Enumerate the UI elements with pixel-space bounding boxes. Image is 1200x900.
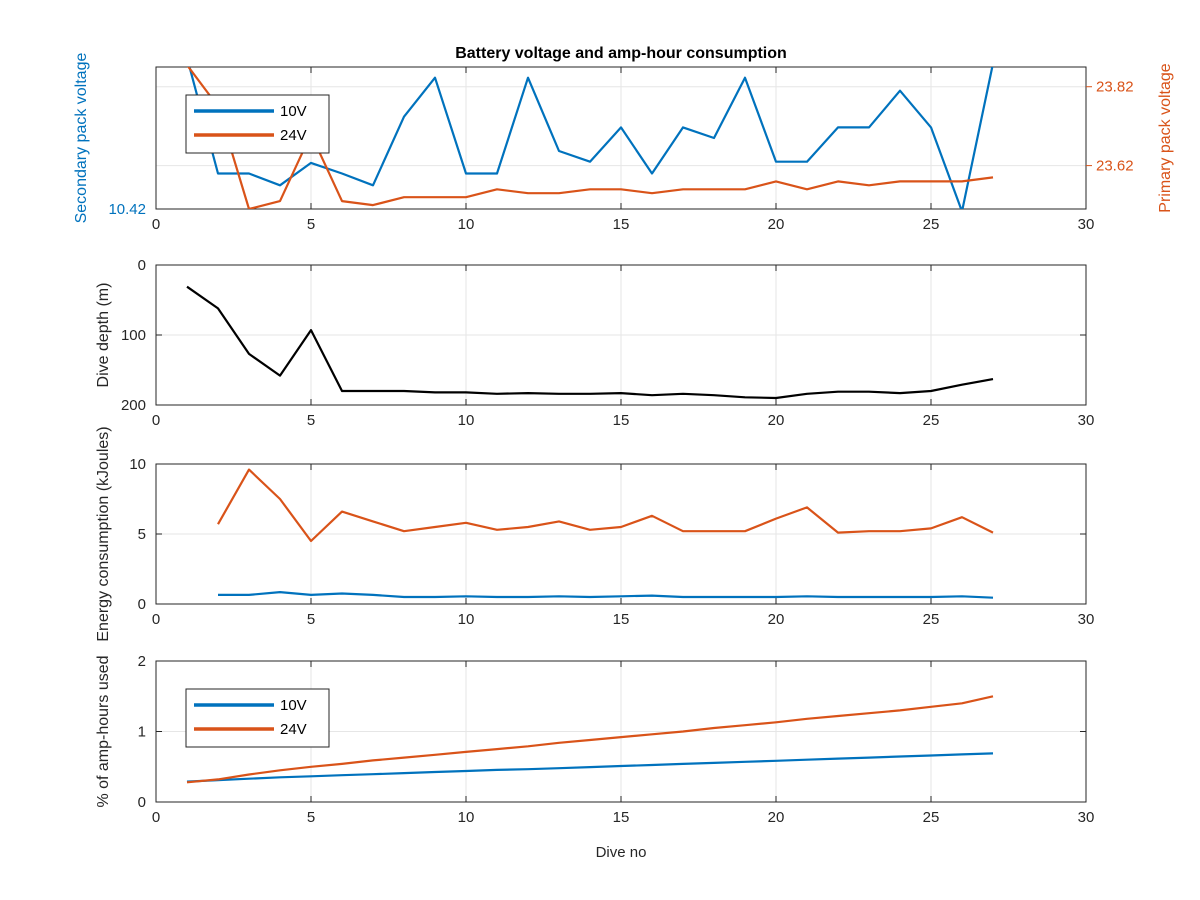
x-tick-label: 5 [307, 216, 315, 233]
x-tick-label: 30 [1078, 412, 1095, 429]
x-tick-label: 15 [613, 809, 630, 826]
legend-label-10v: 10V [280, 103, 307, 120]
plot-area [217, 468, 994, 599]
legend-label-10v: 10V [280, 697, 307, 714]
x-tick-label: 15 [613, 216, 630, 233]
y-axis-label: Energy consumption (kJoules) [95, 426, 112, 641]
series-line-1 [217, 468, 994, 543]
y-axis-label: % of amp-hours used [95, 655, 112, 807]
x-tick-label: 5 [307, 809, 315, 826]
y-tick-label: 5 [138, 526, 146, 543]
plot-area [186, 695, 994, 784]
y-tick-label: 1 [138, 724, 146, 741]
y-tick-label: 0 [138, 596, 146, 613]
x-tick-label: 5 [307, 412, 315, 429]
x-tick-label: 25 [923, 412, 940, 429]
chart-panel-4: 0 5 10 15 20 25 30 0 1 2 % of amp-hours used Dive n… [95, 653, 1094, 861]
grid-lines [156, 67, 1086, 209]
legend-box [185, 94, 330, 154]
y-tick-label: 0 [138, 794, 146, 811]
series-line-2 [218, 590, 994, 599]
series-line-1 [186, 285, 994, 400]
y-tick-label: 100 [121, 327, 146, 344]
x-tick-label: 0 [152, 809, 160, 826]
x-tick-label: 10 [458, 216, 475, 233]
x-axis-label: Dive no [596, 844, 647, 861]
x-tick-label: 25 [923, 809, 940, 826]
x-tick-label: 20 [768, 611, 785, 628]
x-tick-label: 10 [458, 611, 475, 628]
series-line-24v [187, 67, 994, 209]
series-line-10v [186, 752, 994, 783]
x-tick-label: 25 [923, 216, 940, 233]
x-tick-label: 25 [923, 611, 940, 628]
y-right-tick-label: 23.82 [1096, 79, 1134, 96]
y-axis-label: Dive depth (m) [95, 283, 112, 388]
y-tick-label: 10.42 [108, 201, 146, 218]
x-tick-label: 10 [458, 809, 475, 826]
legend-box [185, 688, 330, 748]
grid-lines [156, 464, 1086, 604]
x-tick-label: 15 [613, 412, 630, 429]
y-tick-label: 200 [121, 397, 146, 414]
x-tick-label: 20 [768, 412, 785, 429]
x-tick-label: 30 [1078, 216, 1095, 233]
x-tick-label: 20 [768, 809, 785, 826]
y-tick-label: 10 [129, 456, 146, 473]
chart-panel-2: 0 5 10 15 20 25 30 0 100 200 Dive depth (m) [95, 257, 1094, 429]
x-tick-label: 15 [613, 611, 630, 628]
legend-label-24v: 24V [280, 721, 307, 738]
y-tick-label: 2 [138, 653, 146, 670]
chart-panel-1: 0 5 10 15 20 25 30 10.42 23.62 23.82 Battery volta… [73, 45, 1174, 233]
plot-area [186, 285, 994, 400]
x-tick-label: 10 [458, 412, 475, 429]
x-tick-label: 0 [152, 611, 160, 628]
x-tick-label: 0 [152, 412, 160, 429]
y-right-axis-label: Primary pack voltage [1157, 63, 1174, 212]
legend-label-24v: 24V [280, 127, 307, 144]
series-line-10v [188, 67, 994, 209]
grid-lines [156, 265, 1086, 405]
x-tick-label: 0 [152, 216, 160, 233]
x-tick-label: 30 [1078, 809, 1095, 826]
y-axis-label: Secondary pack voltage [73, 53, 90, 224]
x-tick-label: 5 [307, 611, 315, 628]
y-tick-label: 0 [138, 257, 146, 274]
y-right-tick-label: 23.62 [1096, 158, 1134, 175]
series-line-24v [186, 695, 994, 784]
x-tick-label: 30 [1078, 611, 1095, 628]
plot-area [187, 67, 994, 209]
x-tick-label: 20 [768, 216, 785, 233]
chart-title: Battery voltage and amp-hour consumption [455, 45, 787, 62]
chart-panel-3: 0 5 10 15 20 25 30 0 5 10 Energy consumption (kJou… [95, 426, 1094, 641]
